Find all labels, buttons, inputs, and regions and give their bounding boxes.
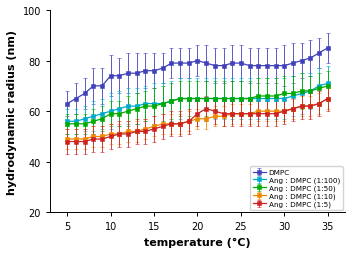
- X-axis label: temperature (°C): temperature (°C): [144, 237, 251, 247]
- Legend: DMPC, Ang : DMPC (1:100), Ang : DMPC (1:50), Ang : DMPC (1:10), Ang : DMPC (1:5): DMPC, Ang : DMPC (1:100), Ang : DMPC (1:…: [250, 167, 343, 210]
- Y-axis label: hydrodynamic radius (nm): hydrodynamic radius (nm): [7, 29, 17, 194]
